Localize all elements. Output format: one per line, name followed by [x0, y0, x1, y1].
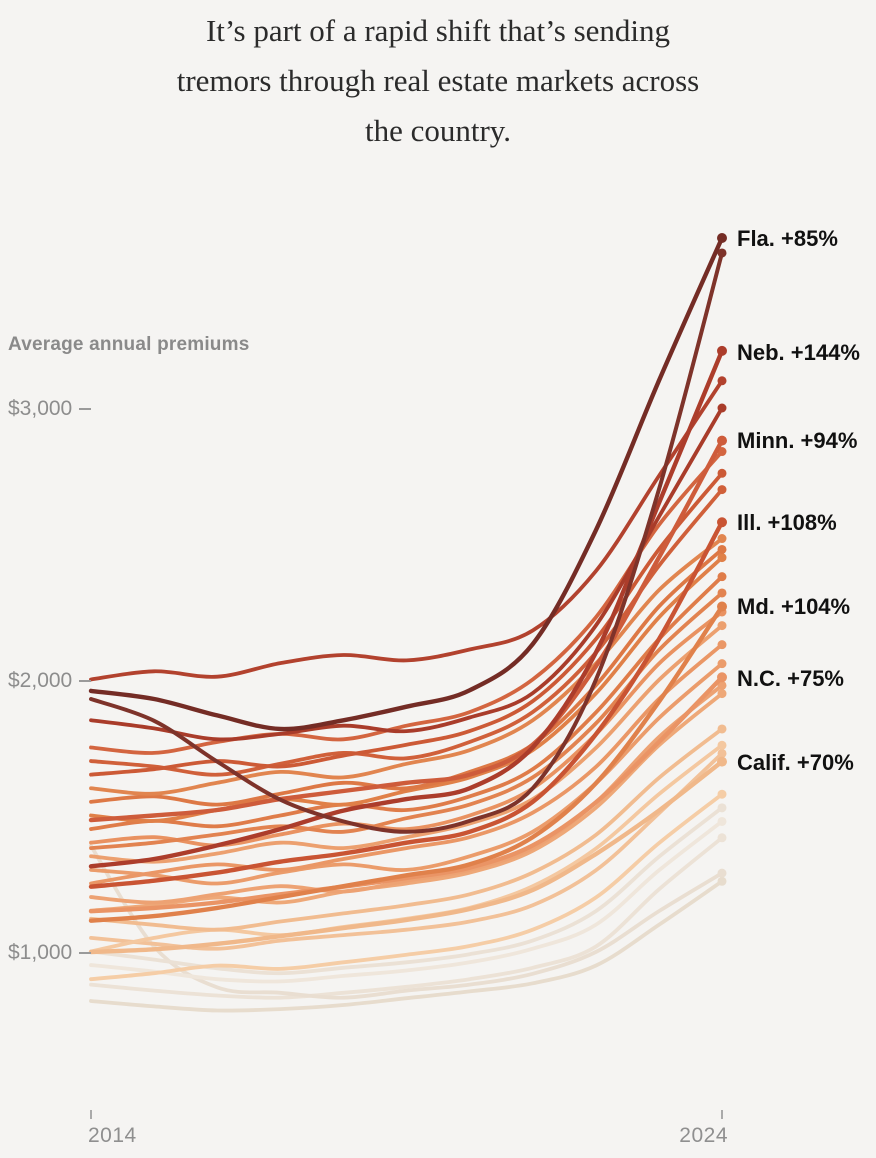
series-endpoint-line-17: [717, 572, 727, 582]
series-line-line-11: [89, 683, 724, 905]
series-line-N.C.: [88, 675, 725, 914]
headline: It’s part of a rapid shift that’s sendin…: [0, 6, 876, 156]
series-endpoint-line-03: [717, 868, 727, 878]
series-endpoint-line-18: [717, 553, 727, 563]
series-endpoint-line-05: [717, 803, 727, 813]
series-line-line-06: [89, 792, 724, 982]
series-line-line-03: [89, 844, 724, 1000]
annotation-florida: Fla. +85%: [737, 226, 838, 251]
series-line-line-10: [89, 691, 724, 913]
x-axis-label-2014: 2014: [88, 1124, 137, 1147]
series-endpoint-line-10: [717, 689, 727, 699]
series-endpoint-Neb.: [717, 345, 727, 356]
series-line-Minn.: [88, 438, 725, 823]
x-axis-tickmark-2024: [721, 1110, 723, 1119]
headline-line-2: tremors through real estate markets acro…: [176, 63, 700, 98]
series-endpoint-line-24: [717, 403, 727, 413]
series-line-line-01: [89, 879, 724, 1013]
series-endpoint-line-21: [717, 485, 727, 495]
series-endpoint-line-01: [717, 876, 727, 886]
annotation-nebraska: Neb. +144%: [737, 340, 860, 365]
series-endpoint-N.C.: [717, 672, 727, 683]
series-line-Calif.: [88, 759, 725, 955]
series-endpoint-line-19: [717, 544, 727, 554]
series-endpoint-line-12: [717, 659, 727, 669]
annotation-minnesota: Minn. +94%: [737, 428, 858, 453]
series-line-line-25: [89, 378, 724, 682]
series-line-Md.: [88, 604, 725, 923]
series-line-line-19: [89, 547, 724, 807]
series-line-line-14: [89, 623, 724, 864]
series-endpoint-line-08: [717, 740, 727, 750]
headline-line-3: the country.: [364, 113, 512, 148]
series-line-line-09: [89, 727, 724, 932]
x-axis-label-2024: 2024: [679, 1124, 728, 1147]
series-endpoint-line-07: [717, 748, 727, 758]
series-line-line-04: [89, 819, 724, 984]
series-endpoint-line-13: [717, 640, 727, 650]
series-endpoint-Fla.: [717, 233, 727, 243]
annotation-illinois: Ill. +108%: [737, 510, 837, 535]
series-endpoint-line-25: [717, 376, 727, 386]
series-line-line-17: [89, 574, 724, 831]
x-axis-tickmark-2014: [90, 1110, 92, 1119]
series-endpoint-line-02: [717, 833, 727, 843]
series-endpoint-line-11: [717, 680, 727, 690]
series-line-Fla.: [88, 235, 725, 732]
series-endpoint-line-04: [717, 816, 727, 826]
series-line-Ill.: [88, 520, 725, 889]
series-line-line-13: [89, 642, 724, 886]
series-endpoint-Calif.: [717, 756, 727, 767]
series-line-line-15: [89, 610, 724, 848]
headline-line-1: It’s part of a rapid shift that’s sendin…: [205, 13, 671, 48]
series-endpoint-line-14: [717, 621, 727, 631]
series-line-line-12: [89, 661, 724, 886]
series-endpoint-Minn.: [717, 435, 727, 446]
chart-panel-label: Average annual premiums: [8, 334, 250, 355]
series-line-line-07: [89, 751, 724, 951]
series-endpoint-line-06: [717, 789, 727, 799]
series-endpoint-line-09: [717, 724, 727, 734]
annotation-california: Calif. +70%: [737, 750, 854, 775]
series-line-line-26: [89, 251, 724, 834]
annotation-maryland: Md. +104%: [737, 594, 851, 619]
series-endpoint-line-26: [717, 248, 727, 258]
series-endpoint-line-20: [717, 534, 727, 544]
series-endpoint-Md.: [717, 601, 727, 612]
series-endpoint-Ill.: [717, 517, 727, 528]
series-endpoint-line-22: [717, 468, 727, 478]
series-line-line-02: [89, 835, 724, 1000]
annotation-north-carolina: N.C. +75%: [737, 666, 844, 691]
series-line-line-20: [89, 536, 724, 796]
series-endpoint-line-16: [717, 588, 727, 598]
